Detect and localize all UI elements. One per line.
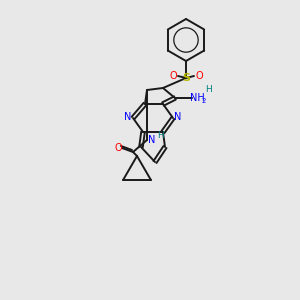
Text: N: N	[174, 112, 182, 122]
Text: S: S	[182, 73, 190, 83]
Text: N: N	[124, 112, 132, 122]
Text: O: O	[195, 71, 203, 81]
Text: H: H	[157, 131, 164, 140]
Text: 2: 2	[202, 98, 206, 104]
Text: O: O	[169, 71, 177, 81]
Text: NH: NH	[190, 93, 204, 103]
Text: H: H	[205, 85, 212, 94]
Text: N: N	[148, 135, 156, 145]
Text: O: O	[114, 143, 122, 153]
